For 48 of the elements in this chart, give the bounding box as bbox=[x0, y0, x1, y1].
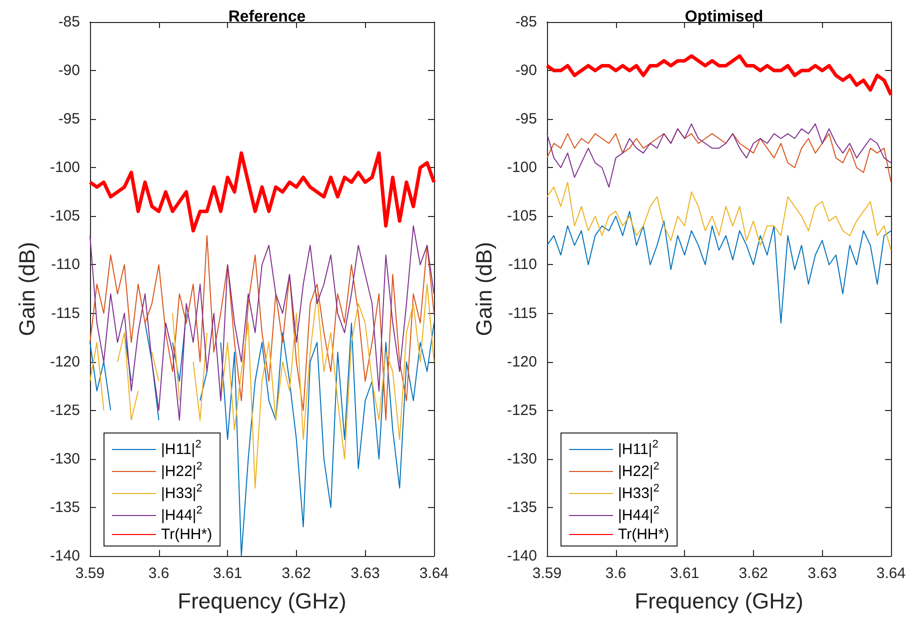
x-tick-label: 3.59 bbox=[75, 565, 105, 582]
y-tick-label: -135 bbox=[506, 498, 537, 516]
x-tick-label: 3.62 bbox=[738, 565, 768, 582]
y-tick-label: -140 bbox=[50, 548, 80, 564]
y-tick-label: -130 bbox=[50, 450, 80, 468]
chart-title: Optimised bbox=[684, 8, 764, 26]
x-tick-label: 3.64 bbox=[419, 565, 449, 582]
chart-title: Reference bbox=[228, 8, 306, 26]
y-tick-label: -100 bbox=[50, 159, 80, 176]
y-tick-label: -125 bbox=[506, 402, 537, 419]
x-axis-title: Frequency (GHz) bbox=[634, 588, 804, 614]
legend-label: Tr(HH*) bbox=[618, 526, 670, 543]
y-tick-label: -105 bbox=[50, 208, 80, 225]
x-tick-label: 3.63 bbox=[808, 565, 837, 582]
y-tick-label: -100 bbox=[506, 159, 537, 176]
x-tick-label: 3.61 bbox=[670, 565, 700, 582]
x-axis-title: Frequency (GHz) bbox=[178, 588, 346, 614]
line-series bbox=[546, 182, 892, 251]
y-tick-label: -95 bbox=[58, 110, 80, 128]
y-tick-label: -120 bbox=[506, 353, 537, 370]
line-series bbox=[546, 210, 892, 324]
y-tick-label: -125 bbox=[50, 402, 80, 419]
y-tick-label: -105 bbox=[506, 208, 537, 225]
y-tick-label: -110 bbox=[51, 256, 80, 274]
legend-label: Tr(HH*) bbox=[161, 526, 212, 543]
y-tick-label: -135 bbox=[50, 498, 80, 516]
x-tick-label: 3.63 bbox=[350, 565, 380, 582]
line-series bbox=[545, 54, 893, 97]
y-tick-label: -85 bbox=[58, 14, 80, 30]
y-tick-label: -120 bbox=[50, 353, 80, 370]
y-tick-label: -140 bbox=[506, 548, 537, 564]
x-tick-label: 3.64 bbox=[876, 565, 906, 582]
y-tick-label: -95 bbox=[515, 110, 537, 128]
x-tick-label: 3.6 bbox=[148, 565, 170, 582]
y-axis-title: Gain (dB) bbox=[472, 242, 496, 336]
y-tick-label: -90 bbox=[58, 62, 80, 80]
x-tick-label: 3.59 bbox=[532, 565, 562, 582]
x-tick-label: 3.62 bbox=[282, 565, 311, 582]
line-series bbox=[88, 151, 436, 232]
y-tick-label: -85 bbox=[515, 14, 537, 30]
x-tick-label: 3.6 bbox=[605, 565, 626, 582]
y-tick-label: -90 bbox=[515, 62, 537, 80]
y-tick-label: -110 bbox=[508, 256, 537, 274]
y-tick-label: -115 bbox=[51, 304, 80, 322]
y-tick-label: -115 bbox=[508, 304, 537, 322]
y-axis-title: Gain (dB) bbox=[14, 242, 40, 336]
x-tick-label: 3.61 bbox=[213, 565, 242, 582]
y-tick-label: -130 bbox=[506, 450, 537, 468]
